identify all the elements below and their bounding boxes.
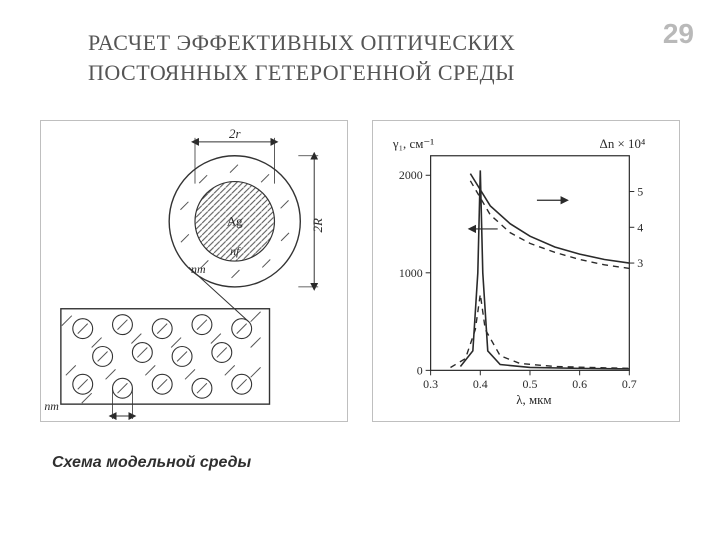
right-panel-chart: 0.3 0.4 0.5 0.6 0.7 0 1000 2000 3 4 5 λ, мкм γ₁, см… xyxy=(372,120,680,422)
svg-text:γ₁, см⁻¹: γ₁, см⁻¹ xyxy=(392,136,434,151)
left-panel-caption: Схема модельной среды xyxy=(52,454,251,472)
svg-text:0.5: 0.5 xyxy=(523,377,538,391)
left-panel-diagram: Agnfnm 2r2Rnm2r xyxy=(40,120,348,422)
title-line-2: ПОСТОЯННЫХ ГЕТЕРОГЕННОЙ СРЕДЫ xyxy=(88,60,515,85)
chart-axes: 0.3 0.4 0.5 0.6 0.7 0 1000 2000 3 4 5 xyxy=(399,156,643,391)
svg-text:0.7: 0.7 xyxy=(622,377,637,391)
title-line-1: РАСЧЕТ ЭФФЕКТИВНЫХ ОПТИЧЕСКИХ xyxy=(88,30,515,55)
svg-text:0.3: 0.3 xyxy=(423,377,438,391)
svg-text:2000: 2000 xyxy=(399,168,423,182)
svg-text:Ag: Ag xyxy=(227,213,243,228)
figure-row: Agnfnm 2r2Rnm2r 0.30.40.50.60.7010002000… xyxy=(40,120,680,440)
chart-series xyxy=(450,170,629,369)
left-diagram-svg: Agnfnm 2r2Rnm2r xyxy=(41,121,347,421)
composite-slab xyxy=(61,309,270,404)
svg-text:1000: 1000 xyxy=(399,266,423,280)
svg-text:2R: 2R xyxy=(310,218,325,232)
svg-text:0.4: 0.4 xyxy=(473,377,488,391)
svg-text:0.6: 0.6 xyxy=(572,377,587,391)
svg-text:3: 3 xyxy=(637,256,643,270)
svg-text:Δn × 10⁴: Δn × 10⁴ xyxy=(600,136,646,151)
right-chart-svg: 0.3 0.4 0.5 0.6 0.7 0 1000 2000 3 4 5 λ, мкм γ₁, см… xyxy=(373,121,679,421)
slide-title: РАСЧЕТ ЭФФЕКТИВНЫХ ОПТИЧЕСКИХ ПОСТОЯННЫХ… xyxy=(88,28,608,87)
svg-text:0: 0 xyxy=(417,363,423,377)
svg-text:5: 5 xyxy=(637,184,643,198)
svg-text:λ, мкм: λ, мкм xyxy=(516,392,551,407)
svg-text:2r: 2r xyxy=(117,419,128,421)
svg-text:nm: nm xyxy=(191,262,206,276)
svg-text:nm: nm xyxy=(44,399,59,413)
page-number: 29 xyxy=(663,18,694,50)
svg-text:2r: 2r xyxy=(229,126,241,141)
svg-text:4: 4 xyxy=(637,220,643,234)
